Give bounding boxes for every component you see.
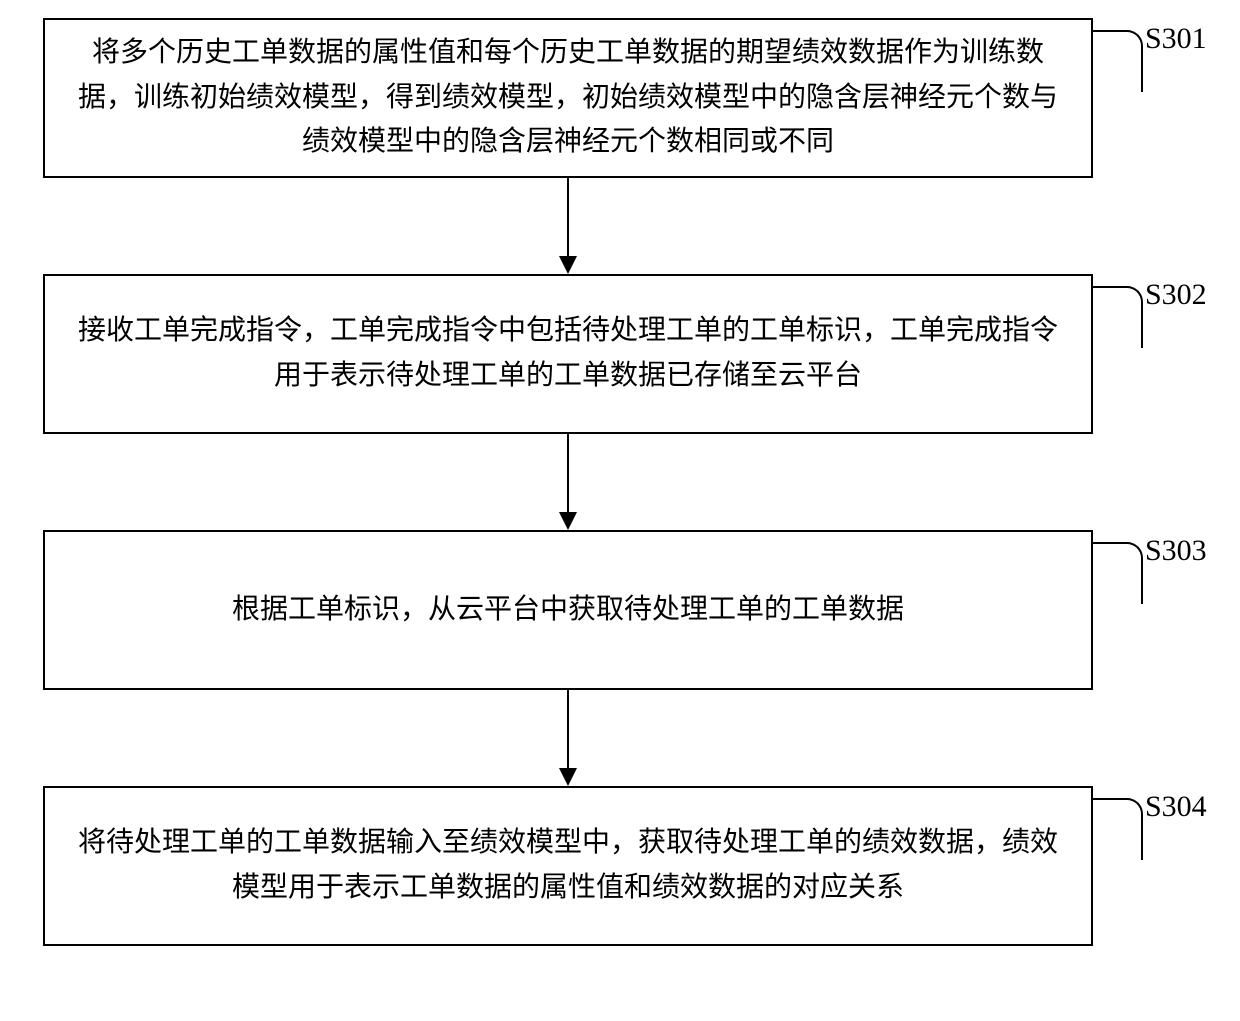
box-text: 将多个历史工单数据的属性值和每个历史工单数据的期望绩效数据作为训练数据，训练初始… [65, 31, 1071, 165]
step-label-s301: S301 [1145, 22, 1207, 56]
box-text: 根据工单标识，从云平台中获取待处理工单的工单数据 [232, 588, 904, 633]
box-text: 将待处理工单的工单数据输入至绩效模型中，获取待处理工单的绩效数据，绩效模型用于表… [65, 821, 1071, 911]
flowchart-box-s304: 将待处理工单的工单数据输入至绩效模型中，获取待处理工单的绩效数据，绩效模型用于表… [43, 786, 1093, 946]
step-label-s302: S302 [1145, 278, 1207, 312]
flowchart-box-s302: 接收工单完成指令，工单完成指令中包括待处理工单的工单标识，工单完成指令用于表示待… [43, 274, 1093, 434]
connector-s302 [1093, 286, 1143, 348]
flowchart-box-s301: 将多个历史工单数据的属性值和每个历史工单数据的期望绩效数据作为训练数据，训练初始… [43, 18, 1093, 178]
arrowhead-2 [559, 512, 577, 530]
step-label-s304: S304 [1145, 790, 1207, 824]
flowchart-box-s303: 根据工单标识，从云平台中获取待处理工单的工单数据 [43, 530, 1093, 690]
arrowhead-1 [559, 256, 577, 274]
connector-s301 [1093, 30, 1143, 92]
connector-s303 [1093, 542, 1143, 604]
box-text: 接收工单完成指令，工单完成指令中包括待处理工单的工单标识，工单完成指令用于表示待… [65, 309, 1071, 399]
arrow-3 [567, 690, 569, 768]
connector-s304 [1093, 798, 1143, 860]
arrowhead-3 [559, 768, 577, 786]
arrow-1 [567, 178, 569, 256]
flowchart-container: 将多个历史工单数据的属性值和每个历史工单数据的期望绩效数据作为训练数据，训练初始… [0, 0, 1240, 1021]
arrow-2 [567, 434, 569, 512]
step-label-s303: S303 [1145, 534, 1207, 568]
